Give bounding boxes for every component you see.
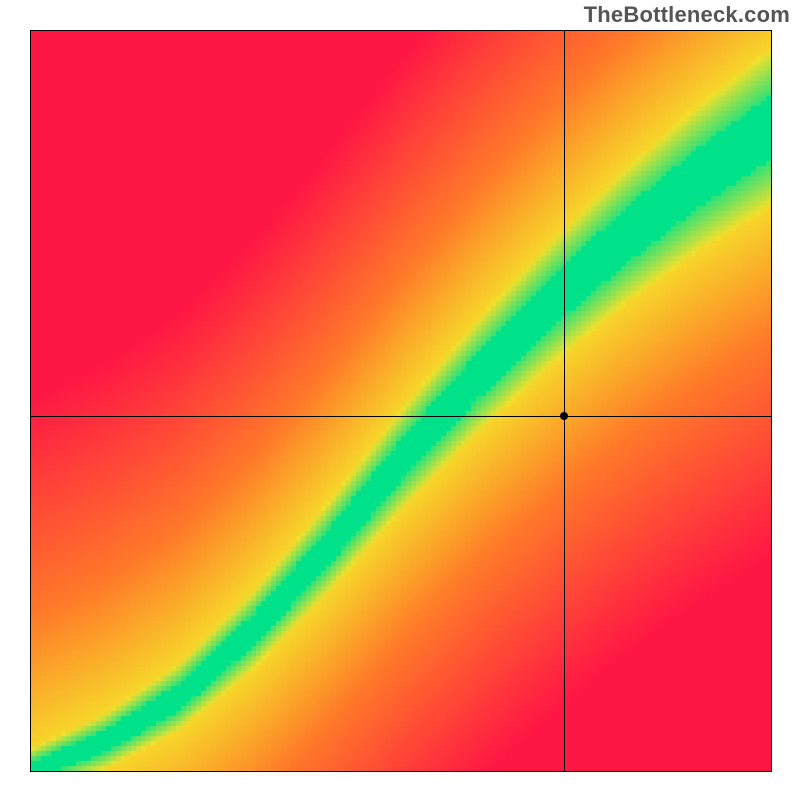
bottleneck-heatmap [30,30,772,772]
watermark: TheBottleneck.com [584,2,790,28]
crosshair-vertical [564,31,565,771]
crosshair-horizontal [31,416,771,417]
crosshair-marker [560,412,568,420]
heatmap-canvas [31,31,771,771]
